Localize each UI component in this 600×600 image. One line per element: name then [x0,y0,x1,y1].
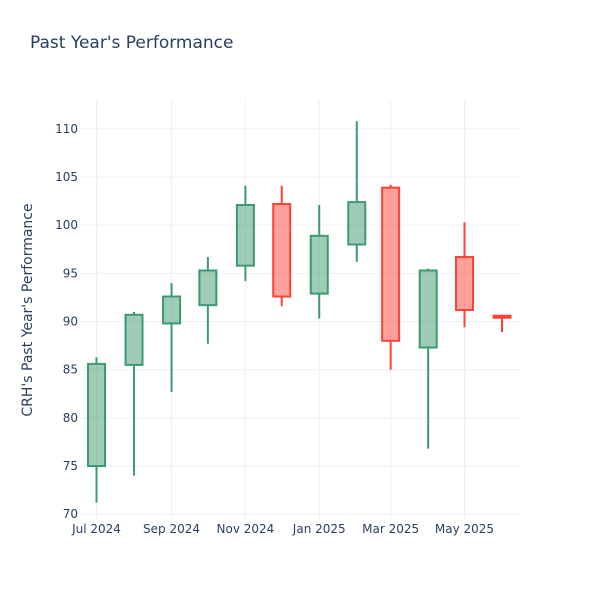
candle [347,121,367,262]
y-tick-label: 70 [63,507,78,521]
x-axis-ticks: Jul 2024 Sep 2024 Nov 2024 Jan 2025 Mar 2025… [71,522,494,536]
x-tick-label: Jul 2024 [71,522,121,536]
y-tick-label: 110 [55,122,78,136]
candle [309,204,329,319]
y-tick-label: 105 [55,170,78,184]
y-tick-label: 90 [63,315,78,329]
x-tick-label: Nov 2024 [217,522,275,536]
y-tick-label: 80 [63,411,78,425]
candle [162,283,182,392]
candle [198,257,218,344]
candle-body [309,234,329,295]
candle-body [198,269,218,307]
candle-body [492,314,512,319]
candle-body [124,313,144,366]
candle [124,311,144,476]
x-tick-label: Jan 2025 [292,522,346,536]
candle [492,314,512,333]
candle-body [418,269,438,349]
candle-body [347,201,367,246]
gridlines [80,100,520,519]
y-tick-label: 85 [63,363,78,377]
y-tick-label: 75 [63,459,78,473]
candle [272,185,292,307]
candle [455,222,474,328]
candle-body [381,186,401,342]
y-tick-label: 100 [55,218,78,232]
candle [418,268,438,449]
candle [235,185,255,282]
x-tick-label: May 2025 [435,522,494,536]
x-tick-label: Sep 2024 [143,522,200,536]
x-tick-label: Mar 2025 [362,522,419,536]
candle-body [455,256,474,311]
chart-title: Past Year's Performance [30,33,234,53]
y-axis-ticks: 70 75 80 85 90 95 100 105 110 [55,122,78,521]
candle-body [272,203,292,298]
candle-body [87,362,106,468]
candle [381,184,401,370]
y-tick-label: 95 [63,266,78,280]
candle-body [162,295,182,325]
candles [87,121,512,503]
candle-body [235,203,255,267]
y-axis-label: CRH's Past Year's Performance [20,203,36,416]
candle [87,357,106,503]
